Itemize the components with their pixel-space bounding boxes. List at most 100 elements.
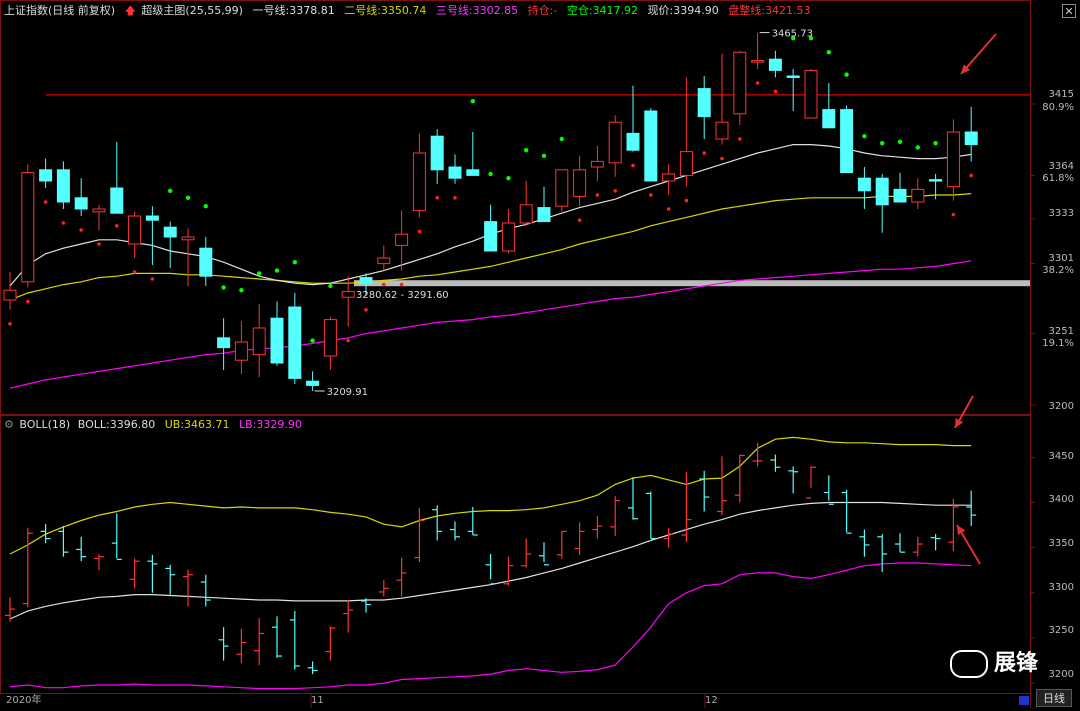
sar-dot-red [150, 277, 155, 281]
candle-body [715, 121, 729, 140]
sar-dot-red [97, 242, 101, 246]
candle-body [412, 152, 426, 211]
ub-label: UB: [164, 418, 185, 431]
sar-dot-green [292, 260, 297, 265]
indicator-name[interactable]: 超级主图(25,55,99) [141, 4, 243, 17]
candle-body [3, 289, 17, 301]
candle-body [644, 110, 658, 182]
candle-body [39, 169, 53, 182]
candle-body [128, 215, 142, 245]
sar-dot-red [417, 229, 422, 234]
candle-body [590, 160, 604, 168]
low-annotation: 3209.91 [327, 387, 368, 398]
sar-dot-green [257, 271, 262, 276]
price-axis-label: 19.1% [1042, 338, 1074, 349]
price-axis-label: 3251 [1048, 326, 1074, 337]
candle-body [537, 207, 551, 223]
lb-label: LB: [239, 418, 257, 431]
candle-body [555, 169, 569, 207]
candle-body [626, 132, 640, 151]
sar-dot-red [755, 81, 760, 85]
boll-pane-header: ⚙ BOLL(18) BOLL:3396.80 UB:3463.71 LB:33… [4, 417, 308, 433]
x-axis-label: 2020年 [6, 695, 42, 706]
candle-body [840, 109, 854, 174]
price-axis-label: 80.9% [1042, 102, 1074, 113]
candle-body [768, 58, 782, 71]
boll-pane-frame [0, 415, 1031, 694]
line1-label: 一号线: [252, 4, 290, 17]
candle-body [92, 208, 106, 213]
boll-axis-label: 3400 [1048, 494, 1074, 505]
sar-dot-red [79, 228, 83, 232]
candle-body [110, 187, 124, 214]
line3-value: 3302.85 [472, 4, 519, 17]
sar-dot-red [595, 193, 600, 197]
period-tab-daily[interactable]: 日线 [1036, 689, 1072, 707]
boll-axis-label: 3300 [1048, 582, 1074, 593]
boll-axis-label: 3200 [1048, 669, 1074, 680]
sar-dot-green [826, 50, 831, 55]
price-axis-label: 3333 [1048, 208, 1074, 219]
sar-dot-green [239, 288, 244, 293]
sar-dot-red [382, 282, 386, 287]
sar-dot-red [399, 282, 404, 287]
candle-body [217, 337, 231, 349]
sar-dot-green [844, 72, 849, 77]
sar-dot-red [61, 221, 66, 225]
sar-dot-green [488, 171, 493, 177]
candle-body [377, 257, 391, 265]
main-pane-header: 上证指数(日线 前复权) 🡅 超级主图(25,55,99) 一号线:3378.8… [4, 3, 817, 19]
boll-value: 3396.80 [109, 418, 156, 431]
sar-dot-red [649, 193, 653, 197]
sar-dot-green [880, 141, 885, 146]
candle-body [857, 177, 871, 192]
candle-body [270, 317, 284, 364]
candle-body [359, 277, 373, 284]
sar-dot-green [506, 176, 511, 181]
candle-body [181, 236, 195, 241]
red-arrow-icon-head [955, 418, 964, 428]
sar-dot-green [221, 285, 226, 290]
candle-body [733, 51, 747, 115]
price-axis-label: 61.8% [1042, 173, 1074, 184]
boll-ub-series [9, 436, 972, 555]
boll-axis-label: 3450 [1048, 451, 1074, 462]
scroll-indicator[interactable] [1019, 696, 1029, 705]
boll-mid-series [9, 501, 972, 620]
candle-body [822, 109, 836, 129]
candle-body [306, 380, 320, 386]
instrument-title[interactable]: 上证指数(日线 前复权) [4, 4, 116, 17]
sar-dot-red [26, 299, 30, 304]
sar-dot-red [132, 270, 137, 274]
candle-body [946, 131, 960, 188]
boll-name[interactable]: BOLL(18) [19, 418, 71, 431]
sar-dot-green [897, 139, 903, 144]
hold-label: 持仓: [527, 4, 554, 17]
sar-dot-red [684, 198, 689, 203]
sar-dot-green [559, 136, 564, 142]
sar-dot-red [453, 196, 457, 200]
candle-body [751, 60, 765, 63]
candle-body [199, 247, 213, 277]
candle-body [964, 131, 978, 146]
sar-dot-green [808, 36, 814, 41]
sar-dot-red [773, 89, 778, 94]
sar-dot-green [168, 188, 173, 193]
close-icon[interactable]: ✕ [1062, 4, 1076, 18]
candle-body [804, 69, 818, 119]
sar-dot-green [524, 148, 529, 153]
sar-dot-red [435, 196, 440, 200]
candle-body [911, 188, 925, 203]
candle-body [484, 221, 498, 252]
main-pane-frame [0, 0, 1031, 415]
candle-body [163, 226, 177, 238]
line3-series [9, 260, 972, 389]
sar-dot-red [951, 212, 956, 217]
sar-dot-red [720, 156, 724, 161]
boll-settings-icon[interactable]: ⚙ [4, 418, 14, 431]
candle-body [430, 135, 444, 171]
sar-dot-green [470, 99, 475, 104]
price-axis-label: 3364 [1048, 161, 1074, 172]
watermark-text: 展锋 [994, 651, 1039, 676]
